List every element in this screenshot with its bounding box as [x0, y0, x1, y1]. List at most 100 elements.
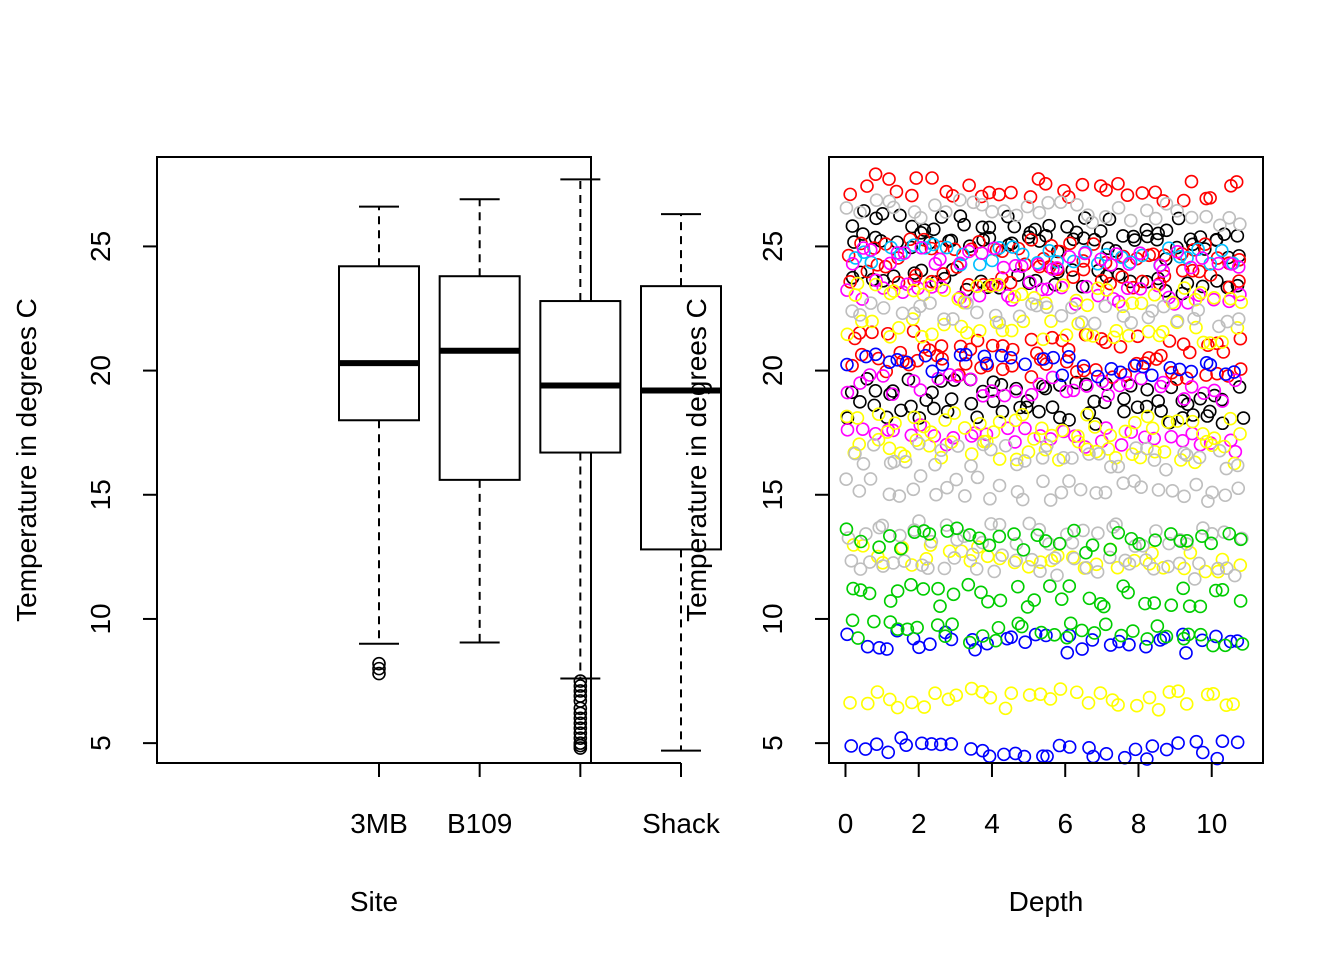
scatter-point — [1050, 255, 1064, 269]
scatter-point — [865, 325, 879, 340]
scatter-point — [1040, 282, 1055, 297]
scatter-point — [853, 583, 868, 597]
scatter-point — [1164, 429, 1179, 444]
scatter-point — [1014, 287, 1029, 302]
scatter-point — [844, 385, 859, 400]
scatter-point — [1142, 690, 1157, 705]
scatter-point — [897, 246, 912, 260]
scatter-point — [886, 423, 900, 438]
scatter-point — [1066, 383, 1081, 398]
scatter-point — [843, 187, 857, 202]
scatter-point — [892, 321, 906, 335]
scatter-point — [1233, 532, 1248, 547]
boxplot-boxes — [338, 178, 722, 755]
scatter-point — [1139, 399, 1154, 414]
scatter-point — [1043, 692, 1058, 706]
scatter-point — [1209, 583, 1223, 598]
scatter-point — [1173, 534, 1188, 548]
scatter-point — [890, 700, 905, 715]
scatter-point — [863, 296, 878, 310]
scatter-point — [856, 241, 871, 255]
scatter-point — [1161, 415, 1175, 429]
scatter-point — [1054, 592, 1069, 606]
scatter-point — [936, 267, 951, 281]
scatter-point — [924, 737, 939, 751]
scatter-point — [1028, 273, 1043, 288]
scatter-point — [1210, 751, 1225, 766]
scatter-point — [1076, 523, 1090, 538]
scatter-point — [853, 205, 867, 220]
scatter-point — [1211, 561, 1225, 576]
scatter-point — [1042, 243, 1057, 258]
scatter-point — [1177, 392, 1191, 406]
boxplot-category-label: Shack — [642, 808, 721, 839]
scatter-point — [995, 323, 1010, 338]
scatter-x-tick-label: 6 — [1057, 808, 1073, 839]
scatter-series-8 — [839, 521, 1250, 653]
scatter-point — [926, 222, 941, 237]
scatter-point — [1055, 368, 1070, 383]
scatter-point — [844, 739, 859, 753]
scatter-point — [915, 736, 929, 751]
scatter-point — [1033, 564, 1047, 578]
scatter-point — [897, 554, 912, 568]
scatter-point — [909, 171, 924, 185]
scatter-point — [1133, 282, 1148, 296]
scatter-point — [980, 549, 995, 564]
scatter-point — [1009, 553, 1023, 568]
scatter-point — [939, 240, 954, 255]
scatter-point — [839, 522, 854, 536]
scatter-point — [923, 637, 937, 651]
scatter-point — [1020, 199, 1035, 214]
scatter-point — [991, 277, 1006, 292]
scatter-point — [1075, 279, 1090, 294]
scatter-point — [1103, 542, 1118, 557]
scatter-point — [961, 278, 976, 292]
scatter-point — [926, 237, 941, 252]
scatter-point — [870, 685, 885, 699]
scatter-point — [1124, 425, 1139, 439]
scatter-point — [938, 629, 952, 643]
scatter-point — [905, 219, 919, 234]
scatter-point — [987, 241, 1002, 256]
scatter-point — [947, 406, 962, 420]
scatter-point — [928, 257, 943, 271]
scatter-point — [1009, 452, 1024, 467]
scatter-point — [1149, 352, 1164, 366]
scatter-point — [1095, 374, 1110, 389]
scatter-point — [944, 392, 959, 406]
scatter-point — [1159, 462, 1173, 477]
scatter-point — [1066, 550, 1080, 565]
outlier-point — [372, 661, 386, 676]
scatter-point — [839, 472, 853, 486]
scatter-point — [1132, 537, 1146, 551]
boxplot-y-tick-label: 20 — [85, 355, 116, 386]
scatter-point — [1228, 444, 1243, 459]
outlier-point — [573, 721, 588, 736]
scatter-point — [1048, 277, 1062, 292]
scatter-point — [1134, 480, 1148, 495]
scatter-point — [946, 312, 960, 326]
scatter-point — [1129, 441, 1143, 455]
scatter-point — [945, 617, 959, 631]
scatter-point — [883, 615, 898, 629]
scatter-point — [1110, 560, 1125, 575]
scatter-point — [890, 246, 905, 260]
scatter-point — [1060, 645, 1075, 660]
scatter-point — [1145, 421, 1160, 436]
scatter-point — [860, 264, 875, 279]
scatter-point — [1147, 453, 1162, 467]
scatter-point — [1135, 248, 1149, 263]
scatter-point — [1215, 243, 1229, 258]
outlier-point — [573, 694, 588, 708]
scatter-point — [889, 184, 904, 199]
scatter-point — [1218, 638, 1233, 653]
scatter-point — [1156, 264, 1171, 278]
scatter-point — [1136, 359, 1150, 374]
scatter-point — [987, 564, 1002, 579]
scatter-point — [1081, 208, 1095, 223]
scatter-point — [1230, 229, 1245, 243]
scatter-point — [976, 384, 990, 399]
scatter-point — [1230, 458, 1245, 473]
